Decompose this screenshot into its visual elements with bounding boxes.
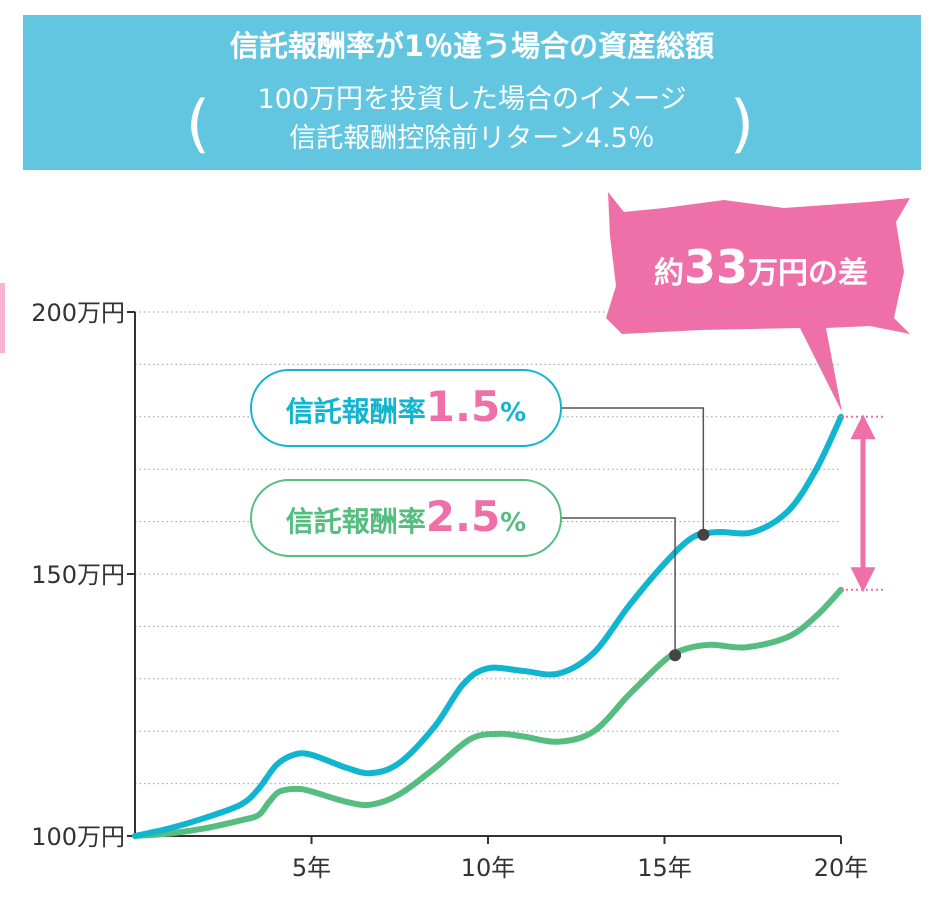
x-tick-label: 15年 (637, 854, 692, 882)
y-tick-label: 200万円 (31, 299, 125, 327)
x-tick-label: 5年 (292, 854, 331, 882)
y-tick-label: 150万円 (31, 561, 125, 589)
callout-bubble (606, 192, 910, 412)
series-marker (669, 649, 682, 662)
series-label-2-text: 信託報酬率 (286, 505, 426, 538)
leader-line (561, 517, 676, 656)
series-label-pill-2 (250, 479, 562, 557)
header-banner (23, 15, 921, 170)
series-label-1-unit: % (500, 398, 526, 428)
series-label-1: 信託報酬率1.5% (286, 382, 526, 431)
x-tick-label: 20年 (814, 854, 869, 882)
series-line (132, 586, 844, 839)
series-label-2-value: 2.5 (426, 492, 500, 541)
series-marker (697, 528, 710, 541)
series-label-2: 信託報酬率2.5% (286, 492, 526, 541)
subtitle-line1: 100万円を投資した場合のイメージ (258, 84, 687, 115)
y-tick-label: 100万円 (31, 823, 125, 851)
series-lines (132, 413, 844, 839)
y-tick-labels: 100万円 150万円 200万円 (31, 299, 125, 851)
callout-label: 約33万円の差 (654, 240, 868, 294)
series-line (132, 413, 844, 839)
subtitle-line2: 信託報酬控除前リターン4.5％ (289, 123, 655, 154)
series-label-1-text: 信託報酬率 (286, 395, 426, 428)
series-label-2-unit: % (500, 508, 526, 538)
paren-left: ( (186, 87, 210, 160)
axes (127, 311, 842, 844)
chart-title: 信託報酬率が1％違う場合の資産総額 (230, 29, 714, 63)
series-label-1-value: 1.5 (426, 382, 500, 431)
paren-right: ) (730, 87, 754, 160)
series-markers (669, 528, 710, 662)
callout-prefix: 約 (654, 256, 684, 291)
series-label-pill-1 (250, 369, 562, 447)
x-tick-label: 10年 (461, 854, 516, 882)
callout-number: 33 (684, 240, 748, 294)
label-leader-lines (561, 407, 705, 656)
leader-line (561, 407, 705, 535)
x-tick-labels: 5年 10年 15年 20年 (292, 854, 868, 882)
callout-suffix: 万円の差 (748, 256, 868, 291)
difference-indicator (841, 414, 883, 593)
left-edge-accent (0, 283, 5, 353)
